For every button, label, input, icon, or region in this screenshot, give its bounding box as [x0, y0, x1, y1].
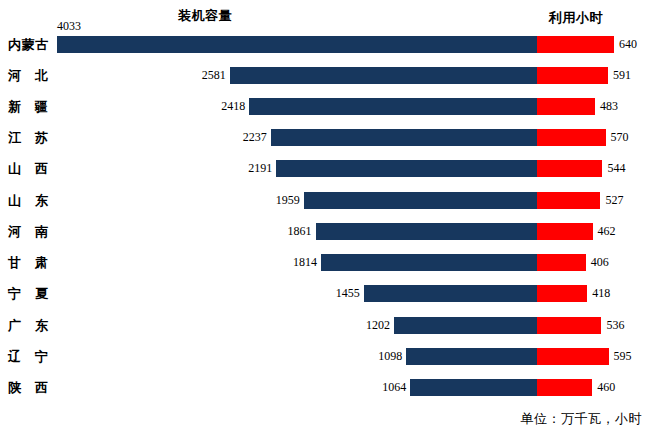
capacity-bar — [410, 379, 537, 396]
capacity-bar — [364, 285, 537, 302]
hours-bar — [537, 254, 586, 271]
hours-bar — [537, 317, 601, 334]
chart-row: 甘 肃 1814 406 — [0, 254, 649, 271]
hours-bar — [537, 129, 606, 146]
hours-bar — [537, 160, 602, 177]
capacity-bar — [321, 254, 537, 271]
left-panel-title: 装机容量 — [178, 7, 232, 25]
category-label: 辽 宁 — [8, 348, 52, 365]
hours-value-label: 460 — [597, 379, 615, 396]
chart-row: 辽 宁 1098 595 — [0, 348, 649, 365]
capacity-bar — [276, 160, 537, 177]
hours-value-label: 544 — [607, 160, 625, 177]
category-label: 江 苏 — [8, 129, 52, 146]
capacity-value-label: 1098 — [342, 348, 402, 365]
chart-row: 河 北 2581 591 — [0, 67, 649, 84]
hours-bar — [537, 348, 609, 365]
hours-value-label: 595 — [614, 348, 632, 365]
hours-value-label: 640 — [619, 36, 637, 53]
category-label: 新 疆 — [8, 98, 52, 115]
hours-bar — [537, 192, 600, 209]
category-label: 广 东 — [8, 317, 52, 334]
hours-bar — [537, 379, 592, 396]
hours-bar — [537, 67, 608, 84]
chart-row: 陕 西 1064 460 — [0, 379, 649, 396]
capacity-value-label: 1202 — [330, 317, 390, 334]
category-label: 河 北 — [8, 67, 52, 84]
capacity-bar — [316, 223, 537, 240]
hours-value-label: 570 — [611, 129, 629, 146]
capacity-bar — [394, 317, 537, 334]
hours-value-label: 536 — [606, 317, 624, 334]
capacity-value-label: 2191 — [212, 160, 272, 177]
category-label: 宁 夏 — [8, 285, 52, 302]
capacity-value-label: 1455 — [300, 285, 360, 302]
right-panel-title: 利用小时 — [549, 9, 603, 27]
hours-bar — [537, 98, 595, 115]
chart-row: 新 疆 2418 483 — [0, 98, 649, 115]
chart-row: 内蒙古 4033 640 — [0, 36, 649, 53]
capacity-value-label: 1861 — [252, 223, 312, 240]
hours-value-label: 591 — [613, 67, 631, 84]
capacity-bar — [249, 98, 537, 115]
category-label: 陕 西 — [8, 379, 52, 396]
capacity-bar — [406, 348, 537, 365]
capacity-bar — [230, 67, 537, 84]
category-label: 甘 肃 — [8, 254, 52, 271]
chart-row: 山 西 2191 544 — [0, 160, 649, 177]
capacity-value-label: 1959 — [240, 192, 300, 209]
chart-row: 山 东 1959 527 — [0, 192, 649, 209]
hours-value-label: 527 — [605, 192, 623, 209]
hours-bar — [537, 223, 593, 240]
capacity-bar — [57, 36, 537, 53]
category-label: 内蒙古 — [8, 36, 52, 53]
chart-row: 河 南 1861 462 — [0, 223, 649, 240]
hours-bar — [537, 285, 587, 302]
capacity-bar — [304, 192, 537, 209]
category-label: 山 东 — [8, 192, 52, 209]
category-label: 河 南 — [8, 223, 52, 240]
capacity-value-label: 1814 — [257, 254, 317, 271]
capacity-value-label: 2237 — [207, 129, 267, 146]
capacity-value-label: 2581 — [166, 67, 226, 84]
chart-row: 广 东 1202 536 — [0, 317, 649, 334]
unit-note: 单位：万千瓦，小时 — [521, 410, 643, 428]
chart-row: 宁 夏 1455 418 — [0, 285, 649, 302]
hours-value-label: 483 — [600, 98, 618, 115]
capacity-value-label: 4033 — [57, 18, 117, 35]
capacity-value-label: 1064 — [346, 379, 406, 396]
hours-value-label: 406 — [591, 254, 609, 271]
capacity-value-label: 2418 — [185, 98, 245, 115]
category-label: 山 西 — [8, 160, 52, 177]
hours-value-label: 462 — [598, 223, 616, 240]
capacity-bar — [271, 129, 537, 146]
hours-bar — [537, 36, 614, 53]
chart-row: 江 苏 2237 570 — [0, 129, 649, 146]
hours-value-label: 418 — [592, 285, 610, 302]
dual-bar-chart: 装机容量 利用小时 内蒙古 4033 640 河 北 2581 591 新 疆 … — [0, 0, 649, 436]
